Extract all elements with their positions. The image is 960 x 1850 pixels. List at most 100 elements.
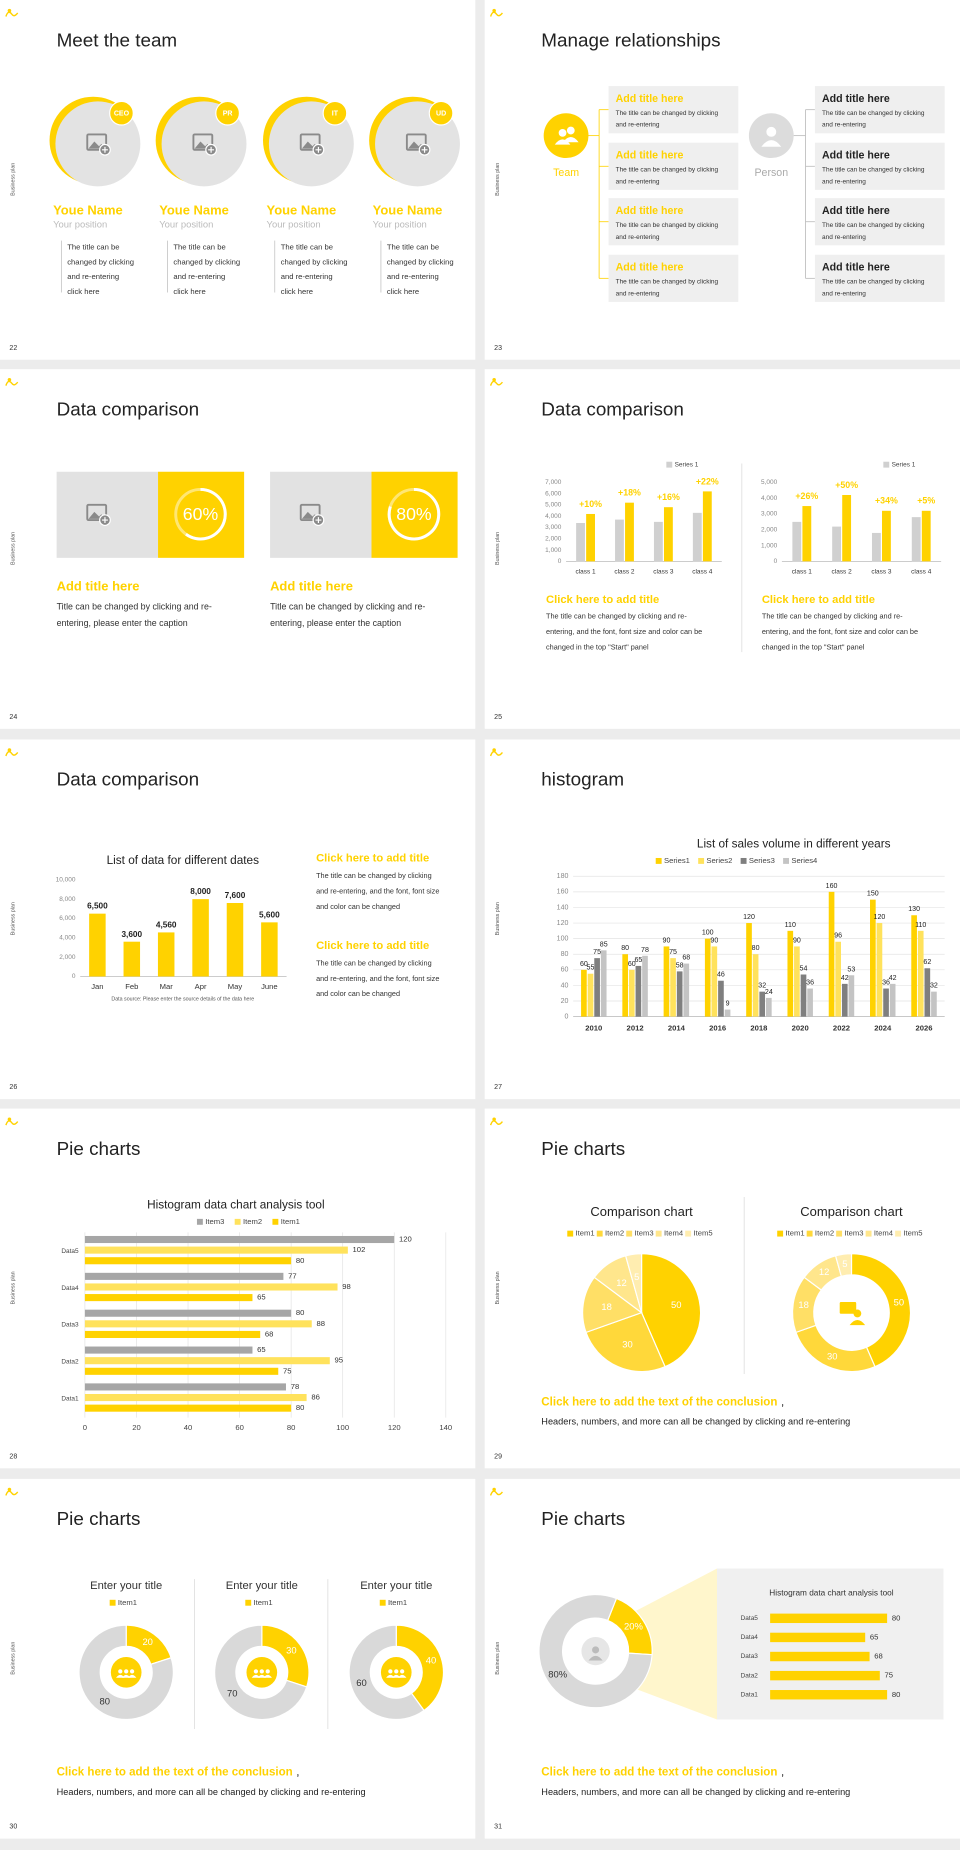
text-box [814,86,945,134]
y-tick-label: 0 [72,973,76,980]
box-text: and re-entering [822,234,866,241]
side-label: Business plan [10,902,16,935]
bar [663,507,673,562]
bar [882,510,891,562]
box-title: Add title here [616,93,684,105]
y-tick-label: 160 [557,889,569,896]
bar [576,522,585,562]
ring-value [387,487,441,541]
bar [711,946,718,1017]
x-tick-label: May [228,982,243,991]
text-box [814,254,945,302]
y-tick-label: 5,000 [545,502,562,509]
bar [841,983,848,1017]
bar [770,1651,870,1662]
bar [683,963,690,1017]
y-tick-label: 2,000 [761,526,778,533]
bar [917,930,924,1017]
person-icon [853,1309,862,1318]
pie-slice [640,1253,702,1368]
group-label: Team [553,167,579,179]
member-text: and re-entering [281,272,333,281]
logo [489,1490,503,1496]
bar [84,1404,292,1412]
logo [489,11,503,17]
donut-slice [348,1624,425,1721]
box-text: and re-entering [616,234,660,241]
x-tick-label: 0 [83,1423,87,1432]
box-text: and re-entering [822,122,866,129]
bar [718,980,724,1017]
data-label: 65 [870,1632,879,1641]
donut-slice [214,1624,308,1721]
data-label: 42 [889,975,897,982]
x-tick-label: class 3 [871,569,892,576]
logo [492,1117,496,1121]
text-box [814,198,945,246]
panel-heading: Click here to add title [546,594,659,606]
donut-slice [395,1624,445,1712]
box-text: The title can be changed by clicking [822,167,925,174]
image-icon [86,133,108,151]
bar [600,950,607,1017]
data-label: 95 [335,1356,344,1365]
data-label: 96 [834,933,842,940]
conclusion-text: Headers, numbers, and more can all be ch… [541,1787,850,1797]
legend-swatch [883,461,890,468]
data-label: 120 [399,1235,412,1244]
y-tick-label: 2,000 [545,536,562,543]
y-tick-label: 4,000 [545,513,562,520]
data-label: 8,000 [190,887,211,896]
data-label: 42 [841,975,849,982]
data-label: 120 [874,914,886,921]
legend-label: Item2 [243,1217,262,1226]
logo [492,8,496,13]
bar [84,1330,261,1338]
bar [692,512,702,562]
slide: Business plan Pie charts 28 Histogram data … [0,1108,476,1469]
x-tick-label: 2010 [585,1023,602,1032]
legend-label: Item1 [254,1598,273,1607]
box-title: Add title here [822,205,890,217]
data-label: 80 [296,1403,305,1412]
badge-label: PR [223,111,233,118]
box-text: and re-entering [822,290,866,297]
data-label: 65 [257,1293,266,1302]
image-icon [208,146,215,153]
annotation: +50% [835,480,858,490]
data-label: 130 [908,906,920,913]
ring-label: 80% [396,504,432,524]
legend-label: Item1 [576,1229,595,1238]
data-label: 3,600 [121,930,142,939]
bar [787,930,794,1017]
person-icon [558,129,567,137]
person-icon [116,1674,125,1678]
x-tick-label: 2016 [709,1023,726,1032]
y-tick-label: Data2 [61,1359,79,1366]
person-icon [257,1674,267,1678]
bar [792,521,802,562]
person-icon [265,1669,270,1674]
logo [7,748,12,752]
y-tick-label: Data1 [61,1395,79,1402]
data-label: 80 [621,945,629,952]
data-label: 20 [142,1636,152,1647]
member-name: Youe Name [373,203,443,218]
legend-swatch [379,1599,386,1606]
legend-label: Item5 [903,1229,922,1238]
annotation: +5% [917,496,935,506]
page-number: 30 [9,1824,17,1831]
x-tick-label: 20 [132,1423,141,1432]
person-icon [121,1674,131,1678]
chart-title: List of sales volume in different years [697,838,891,851]
annotation: +10% [579,499,602,509]
text-box [608,86,739,134]
y-tick-label: 6,000 [59,915,76,922]
x-tick-label: class 4 [692,569,713,576]
donut-slice [538,1593,653,1709]
side-label: Business plan [495,902,501,935]
bar [746,923,752,1017]
logo [5,751,19,757]
legend-swatch [655,857,662,864]
